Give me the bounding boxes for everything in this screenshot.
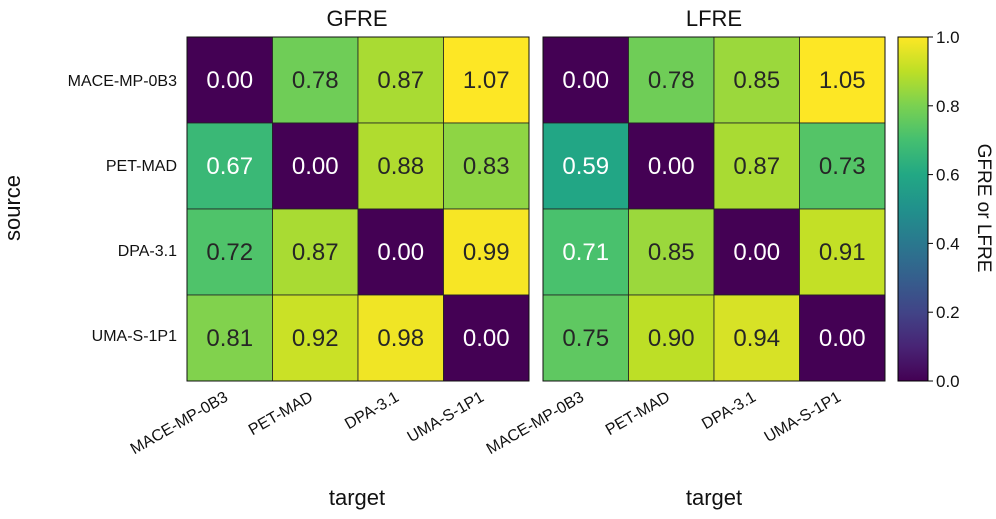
heatmap-cell-label: 1.05 [819,67,866,94]
heatmap-cell [186,122,273,210]
heatmap-cell-label: 0.85 [648,239,695,266]
y-axis-label: source [0,175,25,241]
heatmap-cell-label: 0.00 [377,239,424,266]
row-tick-label: UMA-S-1P1 [92,328,177,345]
heatmap-cell-label: 0.67 [206,153,253,180]
heatmap-cell-label: 0.71 [562,239,609,266]
heatmap-cell-label: 0.75 [562,325,609,352]
heatmap-panel-gfre: 0.00 0.78 0.87 1.07 0.67 0.00 0.88 0.83 0.72 0.87… [186,36,530,382]
col-tick-labels-lfre: MACE-MP-0B3 PET-MAD DPA-3.1 UMA-S-1P1 [484,389,844,458]
heatmap-cell [799,208,886,296]
row-tick-label: PET-MAD [106,158,177,175]
heatmap-cell-label: 0.00 [562,67,609,94]
heatmap-cell-label: 0.00 [292,153,339,180]
heatmap-cell [628,294,715,382]
heatmap-cell [186,36,273,124]
col-tick-label: MACE-MP-0B3 [484,389,587,458]
heatmap-cell-label: 0.99 [463,239,510,266]
heatmap-cell-label: 0.78 [292,67,339,94]
heatmap-cell-label: 0.85 [733,67,780,94]
col-tick-label: PET-MAD [603,389,673,439]
heatmap-cell [357,294,444,382]
x-axis-label-gfre: target [329,485,385,510]
row-tick-label: DPA-3.1 [118,243,177,260]
heatmap-cell-label: 0.91 [819,239,866,266]
heatmap-cell [542,294,629,382]
heatmap-cell-label: 0.94 [733,325,780,352]
colorbar-tick-label: 0.0 [936,372,960,391]
heatmap-cell-label: 0.73 [819,153,866,180]
panel-title-gfre: GFRE [326,6,387,31]
col-tick-label: PET-MAD [246,389,316,439]
heatmap-cell [713,122,800,210]
heatmap-cell [272,208,359,296]
heatmap-cell-label: 1.07 [463,67,510,94]
heatmap-cell-label: 0.92 [292,325,339,352]
colorbar-tick-label: 1.0 [936,28,960,47]
heatmap-cell-label: 0.87 [377,67,424,94]
heatmap-cell-label: 0.88 [377,153,424,180]
x-axis-label-lfre: target [686,485,742,510]
panel-border [542,36,886,382]
colorbar-tick-label: 0.6 [936,166,960,185]
heatmap-cell [628,122,715,210]
row-tick-labels: MACE-MP-0B3 PET-MAD DPA-3.1 UMA-S-1P1 [68,73,177,345]
colorbar: 0.0 0.2 0.4 0.6 0.8 1.0 GFRE or LFRE [897,28,994,391]
heatmap-cell [628,36,715,124]
panel-title-lfre: LFRE [686,6,742,31]
row-tick-label: MACE-MP-0B3 [68,73,177,90]
heatmap-cell [272,294,359,382]
col-tick-label: DPA-3.1 [699,389,759,433]
heatmap-cell-label: 0.98 [377,325,424,352]
col-tick-labels-gfre: MACE-MP-0B3 PET-MAD DPA-3.1 UMA-S-1P1 [128,389,487,458]
colorbar-gradient [897,36,929,382]
heatmap-cell-label: 0.00 [733,239,780,266]
col-tick-label: UMA-S-1P1 [405,389,488,446]
heatmap-cell-label: 0.00 [648,153,695,180]
colorbar-tick-label: 0.4 [936,234,960,253]
heatmap-cell [272,122,359,210]
colorbar-tick-label: 0.2 [936,303,960,322]
heatmap-cell-label: 0.90 [648,325,695,352]
heatmap-cell-label: 0.72 [206,239,253,266]
heatmap-cell [799,122,886,210]
heatmap-cell-label: 0.87 [292,239,339,266]
heatmap-cell [272,36,359,124]
heatmap-cell [799,294,886,382]
heatmap-cell [443,294,530,382]
heatmap-cell-label: 0.00 [463,325,510,352]
heatmap-cell-label: 0.78 [648,67,695,94]
colorbar-ticks: 0.0 0.2 0.4 0.6 0.8 1.0 [928,28,960,391]
panel-border [186,36,530,382]
heatmap-cell-label: 0.83 [463,153,510,180]
heatmap-cell-label: 0.00 [206,67,253,94]
heatmap-cell [628,208,715,296]
heatmap-cell [713,208,800,296]
heatmap-cell-label: 0.00 [819,325,866,352]
col-tick-label: UMA-S-1P1 [762,389,845,446]
colorbar-label: GFRE or LFRE [973,144,994,273]
heatmap-panel-lfre: 0.00 0.78 0.85 1.05 0.59 0.00 0.87 0.73 0.71 0.85… [542,36,886,382]
heatmap-cell [542,122,629,210]
heatmap-cell-label: 0.59 [562,153,609,180]
heatmap-cell-label: 0.87 [733,153,780,180]
heatmap-cell [186,294,273,382]
heatmap-cell [443,208,530,296]
col-tick-label: DPA-3.1 [342,389,402,433]
heatmap-cell [443,36,530,124]
colorbar-tick-label: 0.8 [936,97,960,116]
heatmap-cell [443,122,530,210]
heatmap-cell-label: 0.81 [206,325,253,352]
heatmap-cell [713,294,800,382]
col-tick-label: MACE-MP-0B3 [128,389,231,458]
